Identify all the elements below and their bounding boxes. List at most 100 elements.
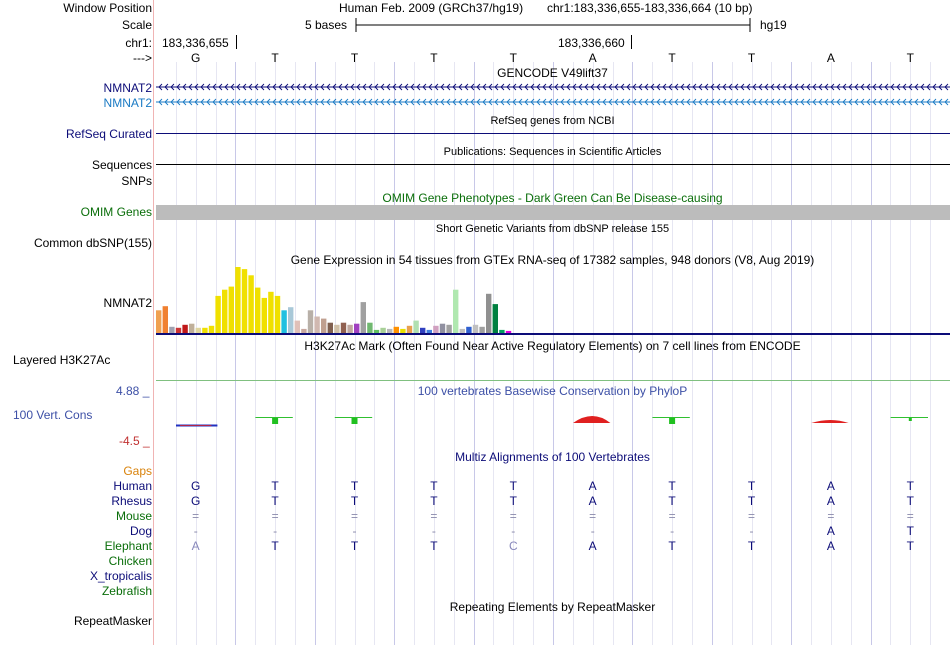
strand-chevron bbox=[944, 98, 949, 106]
species-label[interactable]: Zebrafish bbox=[101, 584, 152, 598]
species-label[interactable]: Rhesus bbox=[111, 494, 152, 508]
strand-chevron bbox=[692, 83, 697, 91]
publications-label[interactable]: Sequences bbox=[91, 158, 152, 172]
strand-chevron bbox=[896, 98, 901, 106]
strand-chevron bbox=[488, 83, 493, 91]
species-label[interactable]: Chicken bbox=[108, 554, 152, 568]
base-letter: T bbox=[430, 51, 438, 65]
strand-chevron bbox=[764, 98, 769, 106]
strand-chevron bbox=[680, 83, 685, 91]
strand-chevron bbox=[518, 83, 523, 91]
strand-chevron bbox=[332, 83, 337, 91]
strand-label[interactable]: ---> bbox=[133, 51, 152, 65]
alignment-base: T bbox=[906, 494, 914, 508]
assembly-label: Human Feb. 2009 (GRCh37/hg19) bbox=[339, 1, 524, 15]
strand-chevron bbox=[242, 98, 247, 106]
gtex-bar bbox=[393, 326, 399, 333]
alignment-base: = bbox=[589, 509, 597, 523]
strand-chevron bbox=[878, 83, 883, 91]
gencode-transcript-2[interactable] bbox=[156, 97, 950, 107]
position-label: chr1:183,336,655-183,336,664 (10 bp) bbox=[547, 1, 753, 15]
strand-chevron bbox=[434, 83, 439, 91]
phylop-chart[interactable] bbox=[156, 408, 950, 434]
gtex-chart[interactable] bbox=[156, 266, 950, 334]
strand-chevron bbox=[740, 98, 745, 106]
base-letter: T bbox=[906, 51, 914, 65]
strand-chevron bbox=[506, 83, 511, 91]
strand-chevron bbox=[350, 83, 355, 91]
gencode-label-2[interactable]: NMNAT2 bbox=[103, 96, 152, 110]
strand-chevron bbox=[302, 98, 307, 106]
gtex-label[interactable]: NMNAT2 bbox=[103, 296, 152, 310]
strand-chevron bbox=[248, 98, 253, 106]
strand-chevron bbox=[338, 83, 343, 91]
strand-chevron bbox=[158, 83, 163, 91]
refseq-label[interactable]: RefSeq Curated bbox=[65, 127, 152, 141]
strand-chevron bbox=[608, 83, 613, 91]
strand-chevron bbox=[230, 83, 235, 91]
phylop-mark bbox=[351, 418, 358, 424]
alignment-base: T bbox=[430, 479, 438, 493]
gtex-bar bbox=[387, 328, 393, 333]
species-label[interactable]: Human bbox=[113, 479, 152, 493]
omim-bar[interactable] bbox=[156, 205, 950, 220]
strand-chevron bbox=[812, 98, 817, 106]
scale-label[interactable]: Scale bbox=[121, 18, 152, 32]
refseq-transcript[interactable] bbox=[156, 133, 950, 134]
strand-chevron bbox=[698, 83, 703, 91]
window-position-label[interactable]: Window Position bbox=[63, 1, 152, 15]
strand-chevron bbox=[368, 83, 373, 91]
species-label[interactable]: Elephant bbox=[104, 539, 152, 553]
strand-chevron bbox=[554, 98, 559, 106]
h3k27ac-label[interactable]: Layered H3K27Ac bbox=[13, 353, 111, 367]
species-label[interactable]: Dog bbox=[129, 524, 152, 538]
dbsnp-label[interactable]: Common dbSNP(155) bbox=[33, 236, 152, 250]
gtex-bar bbox=[466, 326, 472, 333]
strand-chevron bbox=[452, 83, 457, 91]
strand-chevron bbox=[482, 98, 487, 106]
species-label[interactable]: X_tropicalis bbox=[89, 569, 152, 583]
chrom-label[interactable]: chr1: bbox=[125, 36, 152, 50]
strand-chevron bbox=[272, 98, 277, 106]
strand-chevron bbox=[578, 83, 583, 91]
alignment-base: T bbox=[509, 479, 517, 493]
gaps-label[interactable]: Gaps bbox=[123, 464, 152, 478]
strand-chevron bbox=[188, 98, 193, 106]
strand-chevron bbox=[284, 98, 289, 106]
gtex-bar bbox=[499, 329, 505, 333]
strand-chevron bbox=[458, 98, 463, 106]
snps-label[interactable]: SNPs bbox=[121, 174, 152, 188]
omim-label[interactable]: OMIM Genes bbox=[80, 205, 152, 219]
strand-chevron bbox=[788, 98, 793, 106]
strand-chevron bbox=[368, 98, 373, 106]
strand-chevron bbox=[830, 98, 835, 106]
gtex-bar bbox=[459, 328, 465, 333]
gtex-bar bbox=[354, 323, 360, 333]
base-letter: T bbox=[747, 51, 756, 65]
strand-chevron bbox=[740, 83, 745, 91]
repeatmasker-label[interactable]: RepeatMasker bbox=[73, 614, 152, 628]
publications-line[interactable] bbox=[156, 164, 950, 165]
strand-chevron bbox=[236, 98, 241, 106]
strand-chevron bbox=[350, 98, 355, 106]
phylop-label[interactable]: 100 Vert. Cons bbox=[13, 408, 93, 422]
strand-chevron bbox=[794, 98, 799, 106]
gtex-bar bbox=[208, 325, 215, 333]
strand-chevron bbox=[182, 83, 187, 91]
strand-chevron bbox=[626, 98, 631, 106]
strand-chevron bbox=[746, 83, 751, 91]
phylop-min: -4.5 _ bbox=[119, 434, 150, 448]
species-label[interactable]: Mouse bbox=[115, 509, 152, 523]
gencode-transcript-1[interactable] bbox=[156, 82, 950, 92]
strand-chevron bbox=[554, 83, 559, 91]
alignment-base: = bbox=[430, 509, 438, 523]
alignment-base: = bbox=[192, 509, 200, 523]
strand-chevron bbox=[608, 98, 613, 106]
strand-chevron bbox=[596, 98, 601, 106]
alignment-base: = bbox=[827, 509, 835, 523]
strand-chevron bbox=[200, 83, 205, 91]
gencode-label-1[interactable]: NMNAT2 bbox=[103, 81, 152, 95]
strand-chevron bbox=[254, 98, 259, 106]
